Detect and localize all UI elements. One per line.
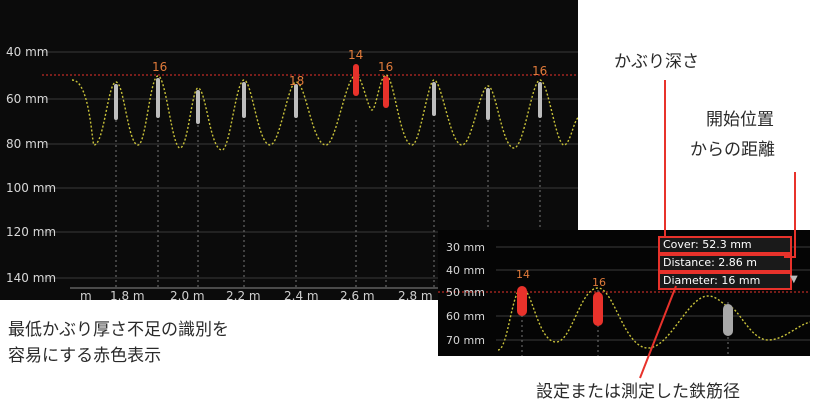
diameter-readout[interactable]: Diameter: 16 mm (658, 272, 792, 290)
inset-bar-label-16: 16 (592, 276, 606, 289)
main-scan-graphic (42, 51, 578, 290)
inset-depth-label-60: 60 mm (446, 310, 485, 323)
main-scan-view: 40 mm 60 mm 80 mm 100 mm 120 mm 140 mm m… (0, 0, 578, 300)
leader-cover-vertical (664, 80, 666, 238)
inset-scan-view: 30 mm 40 mm 50 mm 60 mm 70 mm 14 16 Cove… (438, 230, 810, 356)
leader-distance-vertical (794, 172, 796, 258)
depth-label-140: 140 mm (6, 271, 57, 285)
inset-depth-label-40: 40 mm (446, 264, 485, 277)
depth-label-60: 60 mm (6, 92, 49, 106)
annotation-red-display-line2: 容易にする赤色表示 (8, 346, 162, 366)
depth-label-40: 40 mm (6, 45, 49, 59)
bar-label-16-a: 16 (152, 60, 168, 74)
inset-depth-label-70: 70 mm (446, 334, 485, 347)
inset-depth-label-50: 50 mm (446, 286, 485, 299)
depth-label-120: 120 mm (6, 225, 57, 239)
cover-readout: Cover: 52.3 mm (658, 236, 792, 254)
bar-label-18: 18 (289, 74, 305, 88)
distance-label-2-8: 2.8 m (398, 289, 433, 300)
bar-label-16-b: 16 (378, 60, 394, 74)
annotation-rebar-diameter: 設定または測定した鉄筋径 (536, 382, 740, 402)
distance-label-2-2: 2.2 m (226, 289, 261, 300)
distance-label-2-4: 2.4 m (284, 289, 319, 300)
annotation-red-display-line1: 最低かぶり厚さ不足の識別を (8, 320, 229, 340)
triangle-down-icon[interactable]: ▼ (790, 274, 798, 285)
annotation-distance-line2: からの距離 (690, 140, 775, 160)
distance-label-2-0: 2.0 m (170, 289, 205, 300)
annotation-cover-depth: かぶり深さ (614, 52, 699, 72)
inset-bar-label-14: 14 (516, 268, 530, 281)
bar-label-16-c: 16 (532, 64, 548, 78)
inset-depth-label-30: 30 mm (446, 241, 485, 254)
distance-label-unit: m (80, 289, 92, 300)
depth-label-80: 80 mm (6, 137, 49, 151)
depth-label-100: 100 mm (6, 181, 57, 195)
bar-label-14: 14 (348, 48, 364, 62)
distance-label-1-8: 1.8 m (110, 289, 145, 300)
leader-distance-horizontal (784, 256, 796, 258)
annotation-distance-line1: 開始位置 (706, 110, 774, 130)
distance-readout: Distance: 2.86 m (658, 254, 792, 272)
distance-label-2-6: 2.6 m (340, 289, 375, 300)
